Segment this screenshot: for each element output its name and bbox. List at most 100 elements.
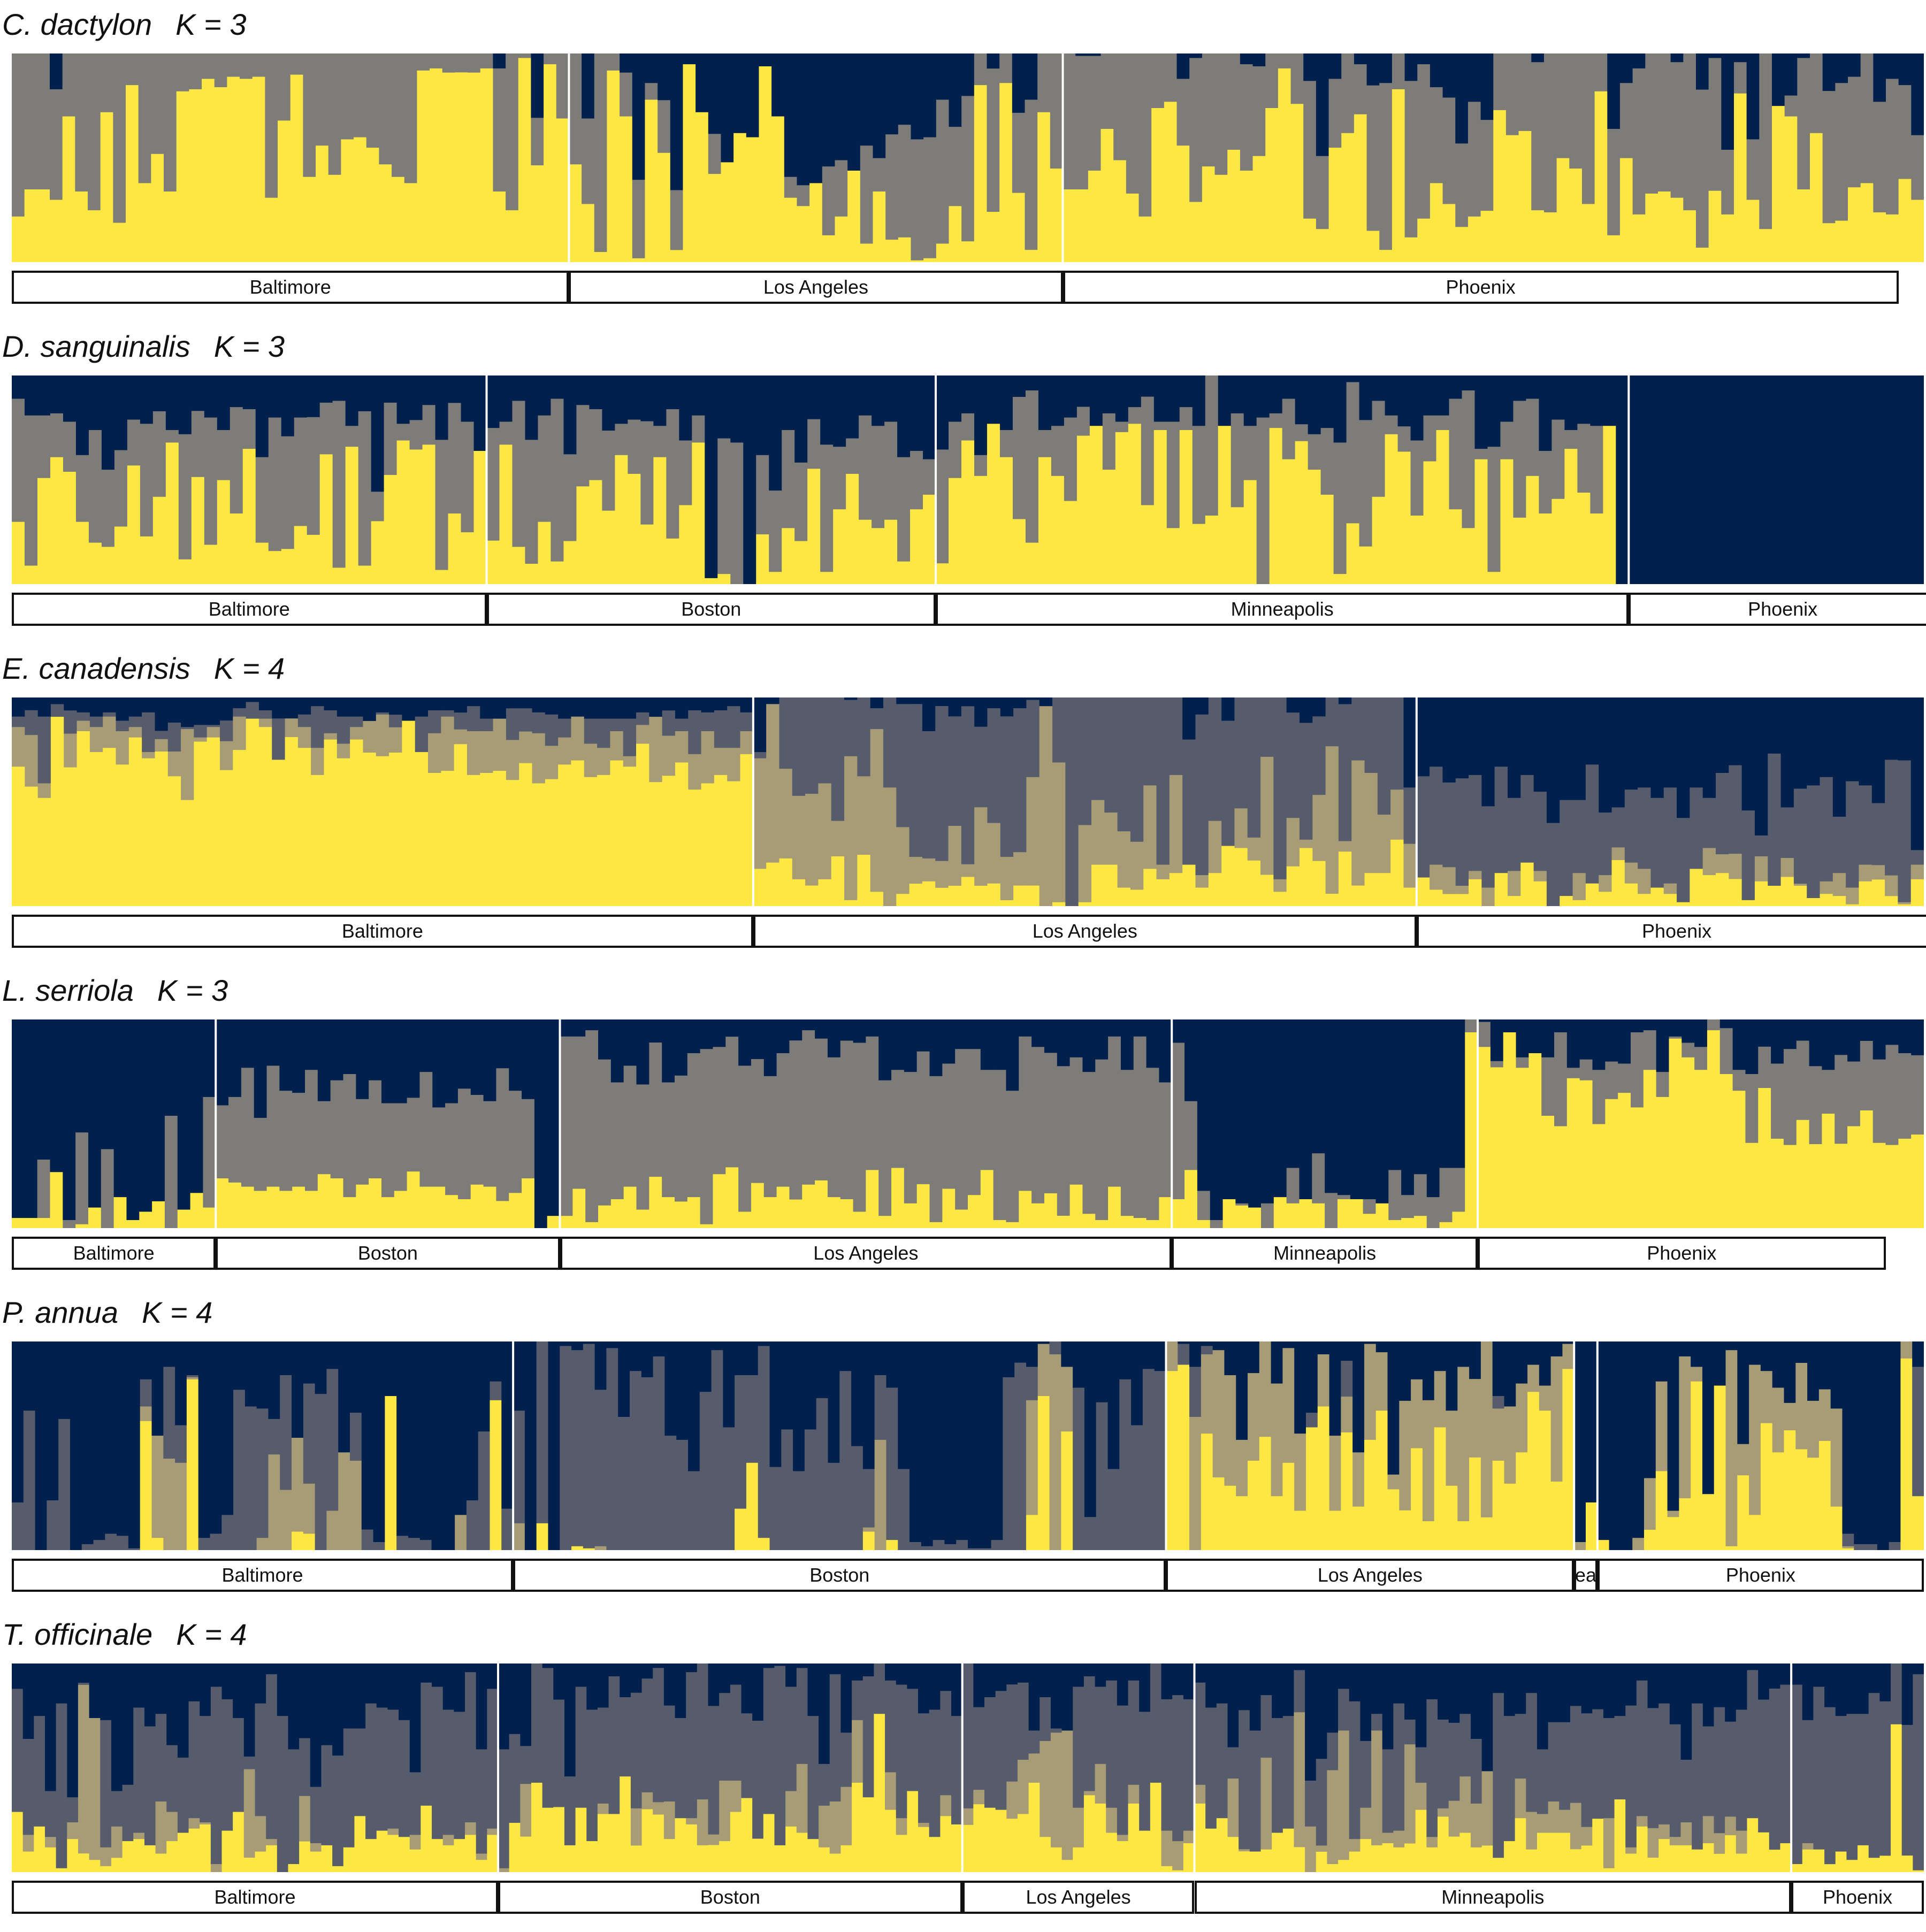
individual-bar xyxy=(1290,53,1304,262)
cluster-2-segment xyxy=(1793,883,1807,886)
cluster-4-segment xyxy=(1527,1341,1540,1365)
cluster-4-segment xyxy=(244,1341,257,1407)
individual-bar xyxy=(805,697,819,906)
cluster-1-segment xyxy=(1793,885,1807,906)
cluster-1-segment xyxy=(649,1176,662,1228)
individual-bar xyxy=(409,1663,421,1872)
cluster-3-segment xyxy=(697,1663,709,1800)
individual-bar xyxy=(1195,697,1209,906)
cluster-1-segment xyxy=(1550,1481,1563,1550)
cluster-3-segment xyxy=(230,375,243,408)
individual-bar xyxy=(70,1341,82,1550)
cluster-3-segment xyxy=(859,375,872,416)
cluster-3-segment xyxy=(547,1019,561,1216)
cluster-2-segment xyxy=(794,462,808,541)
individual-bar xyxy=(1452,1019,1465,1228)
cluster-3-segment xyxy=(155,1713,167,1801)
cluster-3-segment xyxy=(152,375,166,411)
cluster-3-segment xyxy=(1866,1544,1878,1550)
cluster-1-segment xyxy=(1415,1810,1427,1872)
cluster-4-segment xyxy=(1802,1663,1814,1720)
cluster-1-segment xyxy=(1388,1220,1402,1228)
individual-bar xyxy=(315,1341,327,1550)
cluster-4-segment xyxy=(1422,1341,1435,1400)
cluster-1-segment xyxy=(1436,430,1450,584)
cluster-1-segment xyxy=(1872,1143,1886,1228)
cluster-3-segment xyxy=(1480,53,1494,120)
cluster-3-segment xyxy=(1102,375,1116,413)
cluster-3-segment xyxy=(1605,1019,1618,1062)
individual-bar xyxy=(1184,1019,1198,1228)
cluster-1-segment xyxy=(1371,1845,1383,1872)
individual-bar xyxy=(1772,1341,1785,1550)
cluster-4-segment xyxy=(839,1341,852,1371)
cluster-3-segment xyxy=(1346,375,1360,382)
cluster-1-segment xyxy=(1842,1548,1854,1550)
cluster-1-segment xyxy=(221,1830,233,1872)
cluster-2-segment xyxy=(356,1099,369,1185)
cluster-3-segment xyxy=(1350,1019,1364,1199)
cluster-4-segment xyxy=(1061,1341,1073,1367)
individual-bar xyxy=(441,697,455,906)
cluster-1-segment xyxy=(846,473,859,584)
population-separator xyxy=(1573,1341,1576,1550)
cluster-4-segment xyxy=(1000,697,1014,717)
cluster-4-segment xyxy=(498,1663,510,1750)
cluster-2-segment xyxy=(1290,53,1304,104)
cluster-3-segment xyxy=(12,716,25,727)
individual-bar xyxy=(345,375,359,584)
cluster-4-segment xyxy=(1073,1341,1085,1388)
individual-bar xyxy=(1363,1019,1377,1228)
cluster-3-segment xyxy=(1076,375,1090,407)
individual-bar xyxy=(653,1663,664,1872)
cluster-4-segment xyxy=(443,1341,455,1550)
cluster-2-segment xyxy=(1426,1836,1438,1847)
cluster-2-segment xyxy=(1691,1366,1703,1382)
cluster-1-segment xyxy=(203,1207,216,1228)
cluster-2-segment xyxy=(597,1803,609,1814)
cluster-2-segment xyxy=(1312,1153,1325,1203)
cluster-2-segment xyxy=(151,53,164,154)
cluster-4-segment xyxy=(991,1341,1003,1540)
cluster-1-segment xyxy=(738,1211,752,1228)
individual-bar xyxy=(443,1341,455,1550)
cluster-2-segment xyxy=(191,410,205,477)
cluster-3-segment xyxy=(1858,1713,1869,1845)
cluster-2-segment xyxy=(476,1853,487,1860)
cluster-4-segment xyxy=(1581,1663,1593,1714)
individual-bar xyxy=(1260,1663,1272,1872)
cluster-4-segment xyxy=(67,1663,79,1798)
cluster-3-segment xyxy=(758,1345,770,1538)
individual-bar xyxy=(407,1019,421,1228)
individual-bar xyxy=(1769,1663,1781,1872)
cluster-1-segment xyxy=(1518,131,1532,262)
individual-bar xyxy=(233,697,247,906)
cluster-3-segment xyxy=(1178,1343,1190,1365)
cluster-2-segment xyxy=(1783,1048,1797,1145)
individual-bar xyxy=(442,53,456,262)
individual-bar xyxy=(127,375,141,584)
cluster-4-segment xyxy=(662,697,676,711)
cluster-1-segment xyxy=(784,197,798,262)
cluster-3-segment xyxy=(771,53,785,117)
individual-bar xyxy=(608,1663,620,1872)
cluster-2-segment xyxy=(708,1834,720,1845)
individual-bar xyxy=(1835,1663,1847,1872)
cluster-4-segment xyxy=(210,1341,222,1534)
cluster-2-segment xyxy=(632,179,646,258)
cluster-3-segment xyxy=(1044,1019,1058,1053)
individual-bar xyxy=(1126,53,1140,262)
cluster-1-segment xyxy=(923,258,937,262)
individual-bar xyxy=(929,1019,943,1228)
cluster-2-segment xyxy=(645,82,658,100)
cluster-3-segment xyxy=(389,714,402,727)
cluster-3-segment xyxy=(1221,720,1235,846)
cluster-3-segment xyxy=(303,1383,316,1484)
individual-bar xyxy=(1312,697,1326,906)
cluster-1-segment xyxy=(1721,214,1734,262)
cluster-2-segment xyxy=(1141,396,1155,505)
cluster-3-segment xyxy=(461,375,475,422)
cluster-3-segment xyxy=(126,1019,140,1220)
cluster-3-segment xyxy=(1885,759,1898,876)
cluster-1-segment xyxy=(1230,507,1244,584)
